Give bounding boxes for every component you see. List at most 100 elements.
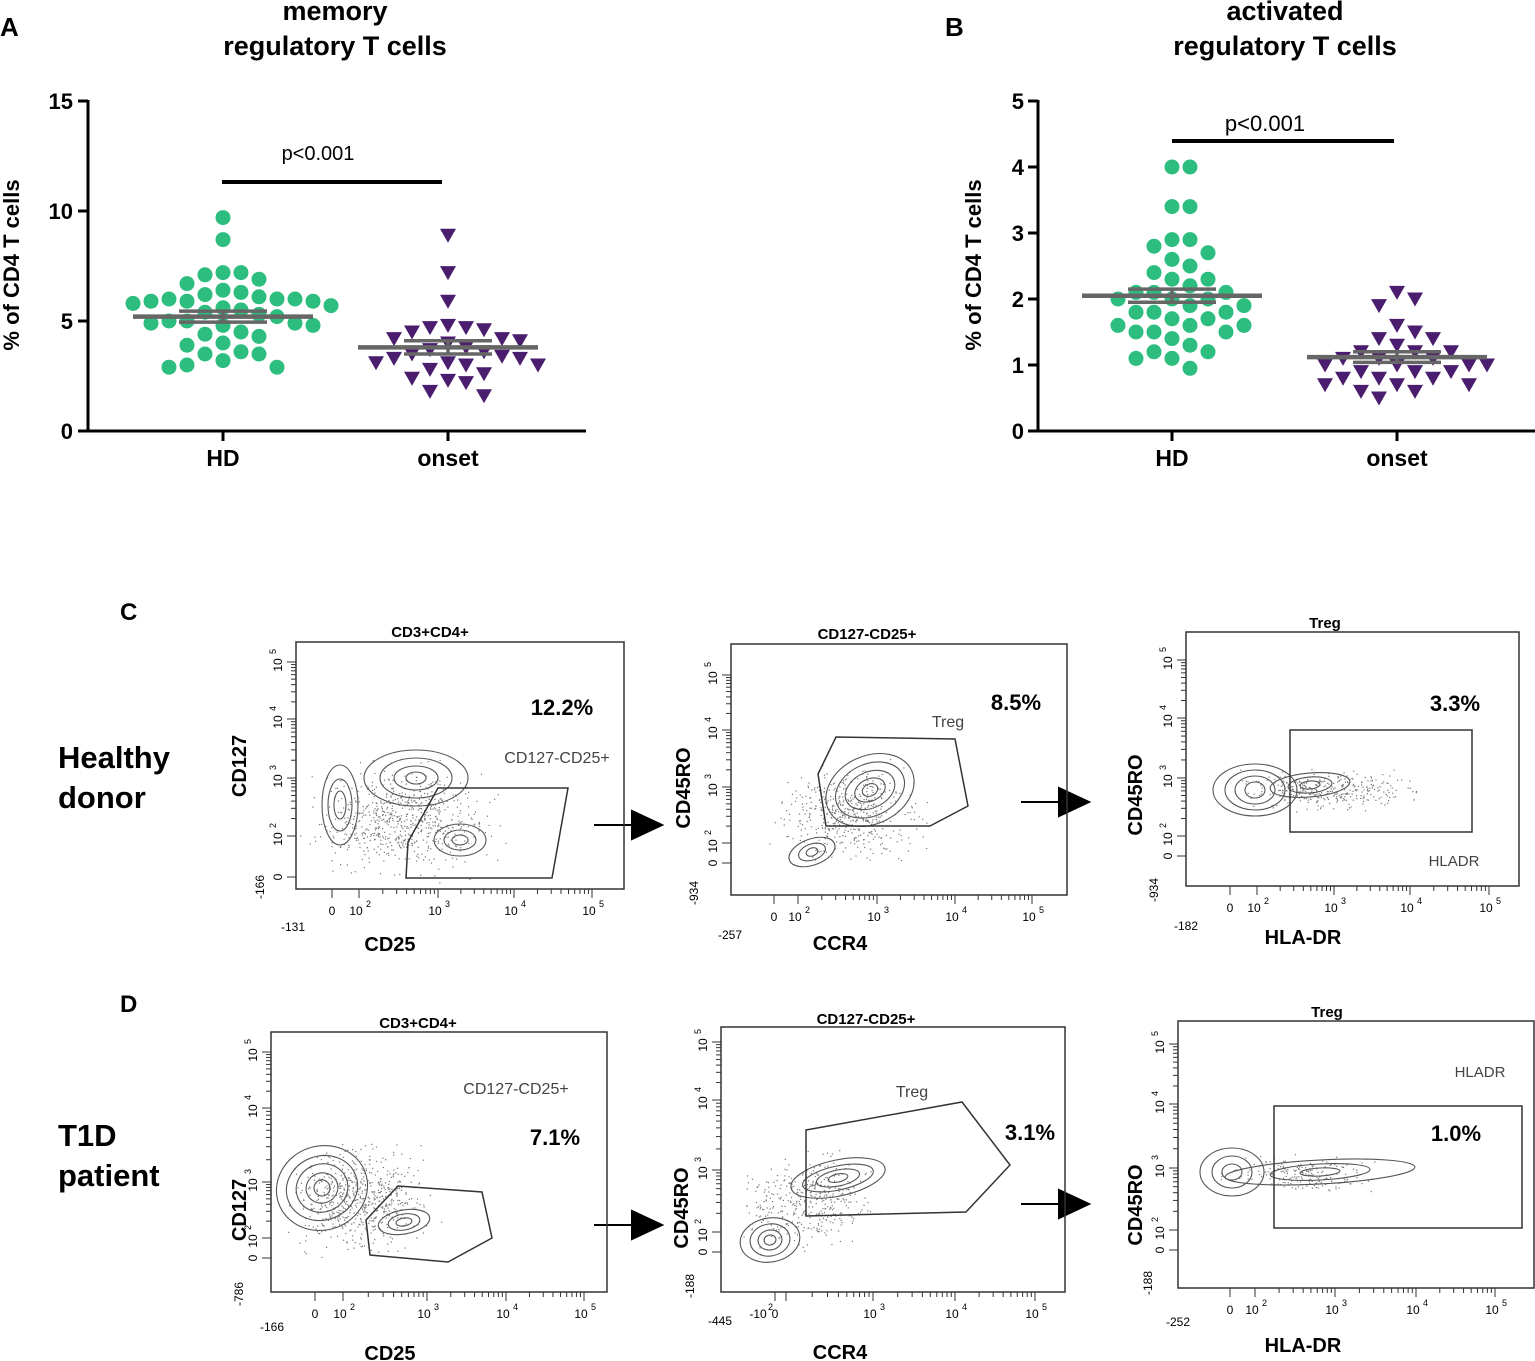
flow-plot-ylabel: CD45RO [1125,1164,1147,1245]
hd-data-point [161,291,177,307]
flow-x-min-label: -445 [708,1314,732,1328]
onset-data-point [1479,358,1495,373]
flow-y-tick-exp: 2 [1158,823,1168,828]
flow-y-tick-label: 10 [246,1234,260,1248]
panel-a-axes [78,99,586,441]
hd-data-point [1146,238,1162,254]
flow-plot-percent: 12.2% [531,695,593,720]
flow-y-tick-exp: 4 [703,717,713,722]
hd-data-point [197,346,213,362]
flow-event-dots [288,1143,443,1258]
flow-axis-ticks [1169,1043,1496,1297]
flow-y-tick-exp: 4 [693,1087,703,1092]
flow-y-tick-zero: 0 [1153,1246,1167,1253]
flow-plot-percent: 1.0% [1431,1121,1481,1146]
flow-y-tick-label: 10 [271,715,285,729]
flow-y-tick-label: 10 [1153,1164,1167,1178]
hd-data-point [269,359,285,375]
panel-a-y-tick-label: 10 [49,199,73,224]
hd-data-point [305,293,321,309]
flow-y-tick-exp: 4 [268,706,278,711]
hd-data-point [1164,271,1180,287]
onset-data-point [1425,371,1441,386]
onset-data-point [458,321,474,336]
hd-data-point [323,298,339,314]
flow-y-tick-exp: 3 [703,774,713,779]
hd-data-point [179,357,195,373]
flow-axis-ticks [712,1041,1036,1301]
flow-x-tick-exp: 3 [880,1302,885,1312]
flow-x-tick-label: 10 [945,1307,959,1321]
hd-data-point [1164,251,1180,267]
flow-y-tick-exp: 3 [693,1157,703,1162]
onset-data-point [440,228,456,243]
onset-data-point [1407,365,1423,380]
flow-axis-ticks [1177,659,1490,895]
flow-y-tick-exp: 2 [703,830,713,835]
flow-density-contours [1212,763,1351,817]
flow-y-min-label: -188 [683,1274,697,1298]
flow-x-tick-negative: -10 [749,1307,767,1321]
hd-data-point [1164,331,1180,347]
flow-x-tick-exp: 5 [1496,896,1501,906]
hd-data-point [215,282,231,298]
flow-y-tick-exp: 4 [243,1095,253,1100]
hd-data-point [1128,324,1144,340]
flow-y-tick-label: 10 [696,1096,710,1110]
hd-data-point [1164,311,1180,327]
flow-y-tick-label: 10 [706,671,720,685]
flow-x-tick-label: 10 [574,1307,588,1321]
hd-data-point [1236,298,1252,314]
onset-data-point [1317,378,1333,393]
flow-plot-title: CD3+CD4+ [391,624,469,641]
flow-plot-c3: Treg HLA-DR CD45RO 3.3% HLADR -182 -934 … [1125,615,1520,949]
onset-data-point [476,323,492,338]
flow-y-min-label: -166 [253,875,267,899]
flow-density-contours [788,753,915,868]
flow-x-tick-label: 10 [863,1307,877,1321]
flow-x-min-label: -182 [1174,919,1198,933]
hd-data-point [1182,258,1198,274]
panel-b-y-tick-label: 0 [1012,419,1024,444]
onset-data-point [512,351,528,366]
panel-b-x-tick-label-onset: onset [1366,445,1428,471]
flow-y-tick-label: 10 [271,832,285,846]
flow-plot-title: CD127-CD25+ [817,1011,916,1028]
row-label-c-line1: Healthy [58,740,171,775]
panel-b-y-tick-label: 5 [1012,89,1024,114]
panel-a-y-tick-label: 15 [49,89,73,114]
flow-gate [805,1101,1011,1217]
flow-x-tick-label: 10 [1245,1303,1259,1317]
flow-y-tick-exp: 3 [1158,765,1168,770]
flow-plot-c1: CD3+CD4+ CD25 CD127 12.2% CD127-CD25+ -1… [229,624,625,956]
flow-gate [405,787,569,879]
flow-y-tick-exp: 3 [243,1169,253,1174]
hd-data-point [1182,337,1198,353]
onset-data-point [1389,285,1405,300]
flow-y-tick-exp: 5 [1150,1031,1160,1036]
onset-data-point [404,325,420,340]
flow-x-tick-exp: 2 [768,1302,773,1312]
panel-b-axes [1028,99,1535,441]
panel-a-points [125,210,546,404]
flow-plot-frame [1185,631,1520,887]
flow-x-tick-label: 10 [1400,901,1414,915]
flow-x-tick-exp: 5 [599,899,604,909]
flow-plot-ylabel: CD45RO [673,747,695,828]
flow-gate [1273,1105,1523,1229]
panel-c-label: C [120,599,137,626]
hd-data-point [251,271,267,287]
flow-plot-xlabel: HLA-DR [1265,927,1342,949]
flow-x-tick-exp: 3 [1342,1298,1347,1308]
hd-data-point [179,293,195,309]
hd-data-point [197,267,213,283]
flow-gate-label: HLADR [1429,853,1480,870]
flow-y-tick-label: 10 [706,783,720,797]
hd-data-point [215,232,231,248]
flow-x-tick-exp: 3 [434,1302,439,1312]
flow-x-tick-exp: 4 [1423,1298,1428,1308]
hd-data-point [1182,298,1198,314]
flow-x-tick-label: 10 [945,910,959,924]
flow-plot-xlabel: HLA-DR [1265,1335,1342,1357]
